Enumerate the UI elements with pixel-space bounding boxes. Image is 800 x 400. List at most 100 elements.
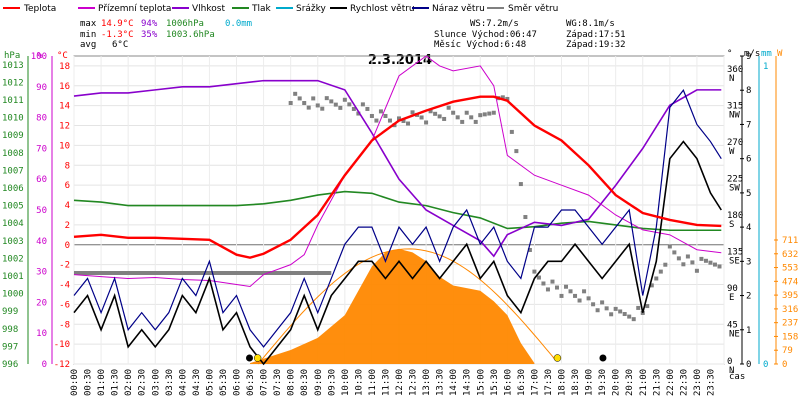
tick-wm2: 0: [782, 360, 787, 370]
wind-direction-point: [554, 285, 559, 290]
stat-max-hum: 94%: [141, 19, 158, 29]
tick-ms: 1: [746, 326, 751, 336]
tick-wm2: 237: [782, 319, 798, 329]
sunset-marker: [553, 354, 562, 362]
wind-direction-point: [573, 293, 578, 298]
wind-direction-point: [487, 111, 492, 116]
tick-time: 01:00: [97, 369, 107, 396]
tick-time: 02:00: [124, 369, 134, 396]
tick-dir: 45: [727, 321, 738, 331]
wind-direction-point: [478, 113, 483, 118]
wind-direction-point: [315, 103, 320, 108]
wind-direction-point: [397, 116, 401, 121]
tick-temp: 6: [65, 181, 70, 191]
tick-ms: 4: [746, 223, 751, 233]
tick-time: 04:00: [178, 369, 188, 396]
tick-dir: 225: [727, 175, 743, 185]
axis-hpa-label: hPa: [4, 51, 20, 61]
axis-pct-label: %: [37, 51, 43, 61]
tick-temp: -12: [54, 360, 70, 370]
tick-time: 19:30: [598, 369, 608, 396]
tick-temp: 12: [59, 122, 70, 132]
tick-dir: 315: [727, 102, 743, 112]
tick-mm: 1: [763, 62, 768, 72]
tick-ms: 3: [746, 257, 751, 267]
tick-wm2: 632: [782, 250, 798, 260]
tick-dir-cardinal: SW: [729, 184, 740, 194]
wind-direction-point: [550, 279, 555, 284]
tick-time: 00:00: [70, 369, 80, 396]
wind-direction-point: [622, 312, 627, 317]
tick-time: 16:00: [503, 369, 513, 396]
wind-direction-point: [320, 106, 325, 111]
tick-temp: 14: [59, 102, 70, 112]
stat-avg-temp: 6°C: [112, 40, 128, 50]
stats-block: max 14.9°C 94% 1006hPa 0.0mm min -1.3°C …: [80, 19, 252, 50]
tick-time: 23:00: [693, 369, 703, 396]
wind-direction-point: [654, 276, 659, 281]
wind-direction-point: [559, 293, 564, 298]
tick-temp: 16: [59, 82, 70, 92]
moonrise-marker: [246, 354, 253, 362]
tick-pct: 30: [36, 268, 47, 278]
tick-time: 14:00: [449, 369, 459, 396]
wind-direction-layer: [74, 91, 722, 322]
wind-direction-point: [419, 115, 424, 120]
tick-time: 09:30: [327, 369, 337, 396]
wind-direction-point: [324, 96, 329, 101]
info-ws: WS:7.2m/s: [470, 19, 519, 29]
tick-time: 18:30: [571, 369, 581, 396]
tick-wm2: 158: [782, 332, 798, 342]
tick-dir: 270: [727, 138, 743, 148]
wind-direction-point: [410, 110, 415, 115]
solar-radiation-layer: [250, 248, 557, 365]
tick-ms: 9: [746, 52, 751, 62]
tick-time: 03:30: [165, 369, 175, 396]
wind-direction-point: [676, 256, 681, 261]
wind-direction-point: [293, 91, 298, 96]
wind-direction-point: [703, 258, 708, 263]
wind-direction-point: [505, 96, 510, 101]
tick-time: 15:00: [476, 369, 486, 396]
tick-hpa: 998: [2, 325, 18, 335]
tick-time: 12:00: [395, 369, 405, 396]
wind-direction-point: [387, 118, 392, 123]
wind-direction-point: [667, 244, 672, 249]
wind-direction-point: [451, 110, 456, 115]
tick-hpa: 1012: [2, 78, 24, 88]
tick-dir-cardinal: S: [729, 220, 734, 230]
series-lines: [73, 55, 722, 366]
moonset-marker: [599, 354, 607, 362]
wind-direction-point: [360, 102, 365, 107]
wind-direction-point: [694, 268, 699, 273]
temperature-line: [73, 95, 722, 259]
tick-dir-cardinal: N: [729, 74, 734, 84]
tick-dir-cardinal: NW: [729, 111, 740, 121]
tick-pct: 0: [42, 360, 47, 370]
wind-direction-point: [699, 256, 704, 261]
tick-hpa: 1009: [2, 131, 24, 141]
wind-direction-point: [618, 309, 623, 314]
wind-direction-point: [591, 302, 596, 307]
wind-direction-point: [428, 109, 433, 114]
tick-time: 05:30: [219, 369, 229, 396]
wind-direction-point: [302, 101, 307, 106]
tick-temp: -2: [59, 261, 70, 271]
wind-direction-point: [342, 97, 347, 102]
tick-temp: 4: [65, 201, 70, 211]
wind-direction-point: [455, 115, 460, 120]
tick-temp: 18: [59, 62, 70, 72]
tick-time: 16:30: [517, 369, 527, 396]
tick-hpa: 1013: [2, 61, 24, 71]
wind-direction-point: [536, 275, 541, 280]
legend-tlak: Tlak: [251, 4, 272, 14]
stat-min-press: 1003.6hPa: [166, 30, 215, 40]
tick-pct: 90: [36, 83, 47, 93]
tick-dir: 135: [727, 248, 743, 258]
tick-hpa: 1005: [2, 202, 24, 212]
wind-direction-point: [600, 300, 605, 305]
tick-dir: 180: [727, 211, 743, 221]
tick-hpa: 1004: [2, 219, 24, 229]
wind-direction-point: [527, 247, 532, 252]
